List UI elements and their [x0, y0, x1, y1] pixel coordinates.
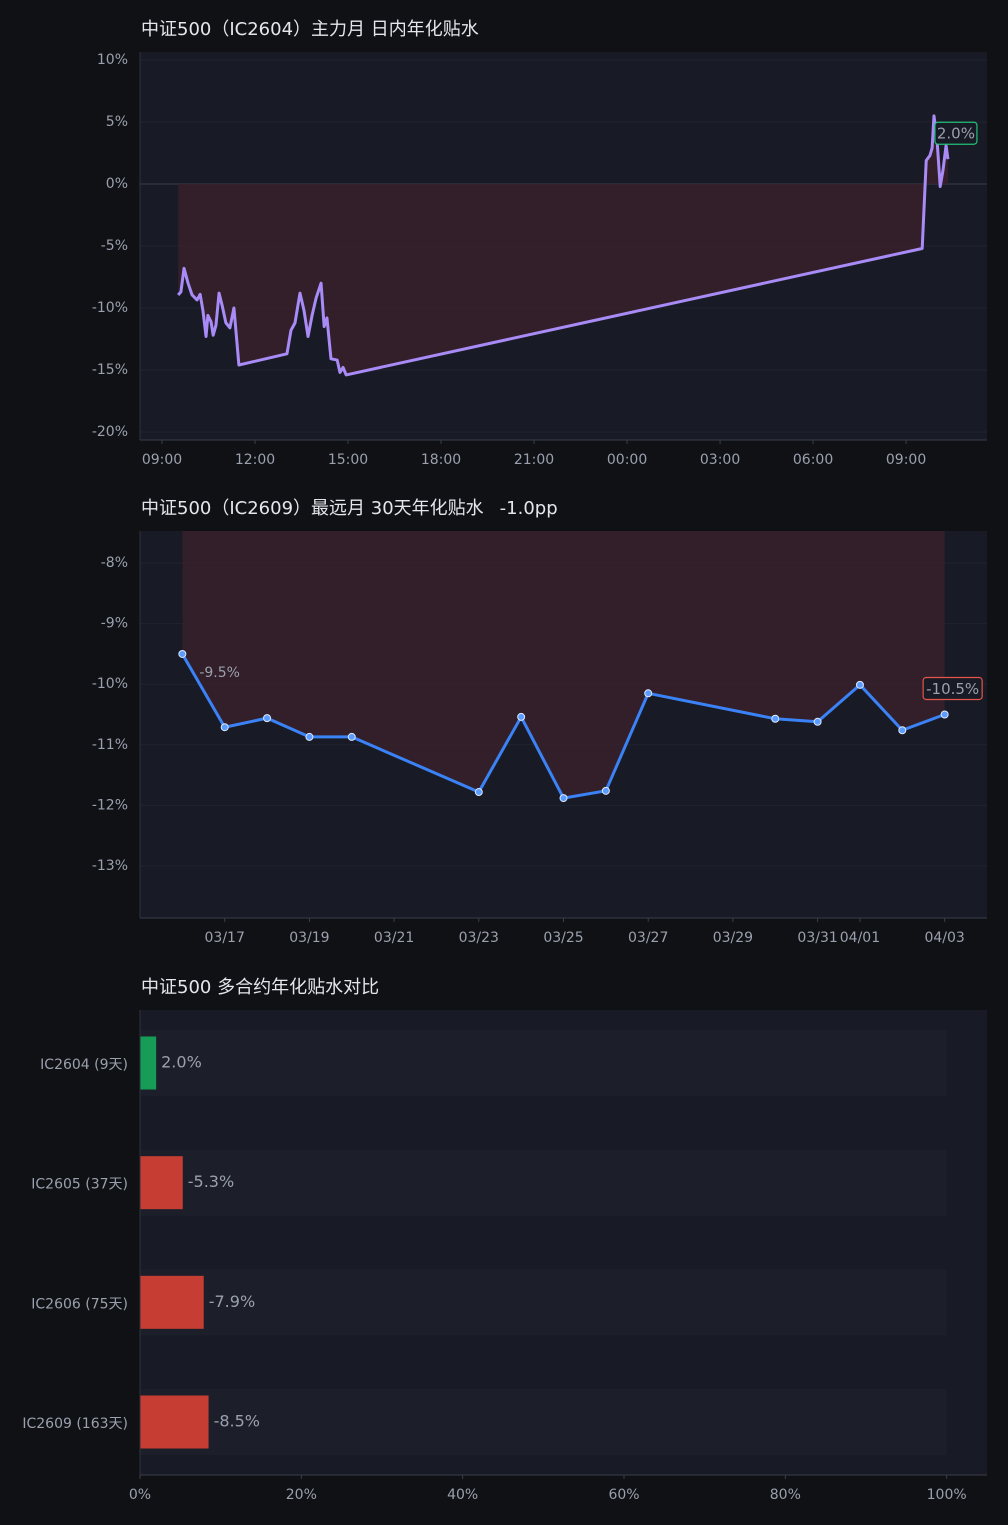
y-tick-label: IC2604 (9天) [40, 1057, 128, 1073]
bar [140, 1275, 204, 1329]
x-tick-label: 09:00 [142, 452, 182, 468]
x-tick-label: 03:00 [700, 452, 740, 468]
x-tick-label: 03/17 [205, 930, 245, 946]
x-tick-label: 03/31 [797, 930, 837, 946]
x-tick-label: 03/27 [628, 930, 668, 946]
bar-track [140, 1149, 947, 1216]
point [644, 689, 653, 698]
area [182, 531, 945, 799]
value-label: -8.5% [214, 1412, 260, 1431]
value-label-box [922, 676, 983, 701]
point [305, 732, 314, 741]
y-tick-label: -9% [101, 616, 128, 632]
y-tick-label: -15% [92, 362, 128, 378]
y-tick-label: IC2606 (75天) [31, 1296, 128, 1312]
x-tick-label: 20% [286, 1487, 317, 1503]
x-tick-label: 03/23 [459, 930, 499, 946]
point [178, 649, 187, 658]
area [178, 115, 948, 375]
y-tick-label: -10% [92, 676, 128, 692]
x-tick-label: 03/19 [289, 930, 329, 946]
y-tick-label: -10% [92, 300, 128, 316]
title-text: 中证500（IC2604）主力月 日内年化贴水 [141, 19, 479, 40]
y-tick-label: 10% [97, 52, 128, 68]
y-tick-label: -20% [92, 424, 128, 440]
x-tick-label: 03/21 [374, 930, 414, 946]
value-label: -9.5% [199, 665, 240, 681]
chart-title: 中证500（IC2609）最远月 30天年化贴水 -1.0pp [141, 498, 558, 519]
y-tick-label: -11% [92, 737, 128, 753]
x-tick-label: 09:00 [886, 452, 926, 468]
x-tick-label: 100% [927, 1487, 967, 1503]
y-tick-label: 5% [106, 114, 128, 130]
point [559, 794, 568, 803]
x-tick-label: 06:00 [793, 452, 833, 468]
y-tick-label: -12% [92, 797, 128, 813]
value-label: -5.3% [188, 1172, 234, 1191]
bar [140, 1156, 183, 1210]
value-label: 2.0% [937, 125, 975, 143]
x-tick-label: 03/29 [713, 930, 753, 946]
value-label: 2.0% [161, 1053, 202, 1072]
x-tick-label: 80% [770, 1487, 801, 1503]
bar-track [140, 1269, 947, 1336]
point [601, 786, 610, 795]
x-tick-label: 00:00 [607, 452, 647, 468]
title-change: -1.0pp [500, 498, 558, 519]
x-tick-label: 40% [447, 1487, 478, 1503]
value-label: -7.9% [209, 1292, 255, 1311]
title-text: 中证500（IC2609）最远月 30天年化贴水 [141, 498, 484, 519]
point [813, 717, 822, 726]
x-tick-label: 60% [608, 1487, 639, 1503]
bar-track [140, 1030, 947, 1096]
chart-title: 中证500 多合约年化贴水对比 [141, 977, 379, 998]
point [898, 726, 907, 735]
value-label: -10.5% [926, 680, 979, 698]
point [517, 712, 526, 721]
title-text: 中证500 多合约年化贴水对比 [141, 977, 379, 998]
y-tick-label: -8% [101, 555, 128, 571]
point [855, 680, 864, 689]
y-tick-label: IC2609 (163天) [22, 1416, 128, 1432]
x-tick-label: 21:00 [514, 452, 554, 468]
point [474, 788, 483, 797]
value-label-box [934, 121, 978, 145]
chart-title: 中证500（IC2604）主力月 日内年化贴水 [141, 19, 479, 40]
x-tick-label: 04/01 [840, 930, 880, 946]
bar-track [140, 1389, 947, 1455]
y-tick-label: -5% [101, 238, 128, 254]
line [177, 114, 950, 377]
point [220, 723, 229, 732]
bar [140, 1395, 209, 1449]
point [347, 732, 356, 741]
x-tick-label: 18:00 [421, 452, 461, 468]
y-tick-label: 0% [106, 176, 128, 192]
point [771, 714, 780, 723]
x-tick-label: 15:00 [328, 452, 368, 468]
point [263, 714, 272, 723]
x-tick-label: 0% [129, 1487, 151, 1503]
y-tick-label: IC2605 (37天) [31, 1177, 128, 1193]
y-tick-label: -13% [92, 858, 128, 874]
bar [140, 1036, 157, 1090]
x-tick-label: 04/03 [924, 930, 964, 946]
point [940, 710, 949, 719]
x-tick-label: 12:00 [235, 452, 275, 468]
x-tick-label: 03/25 [543, 930, 583, 946]
